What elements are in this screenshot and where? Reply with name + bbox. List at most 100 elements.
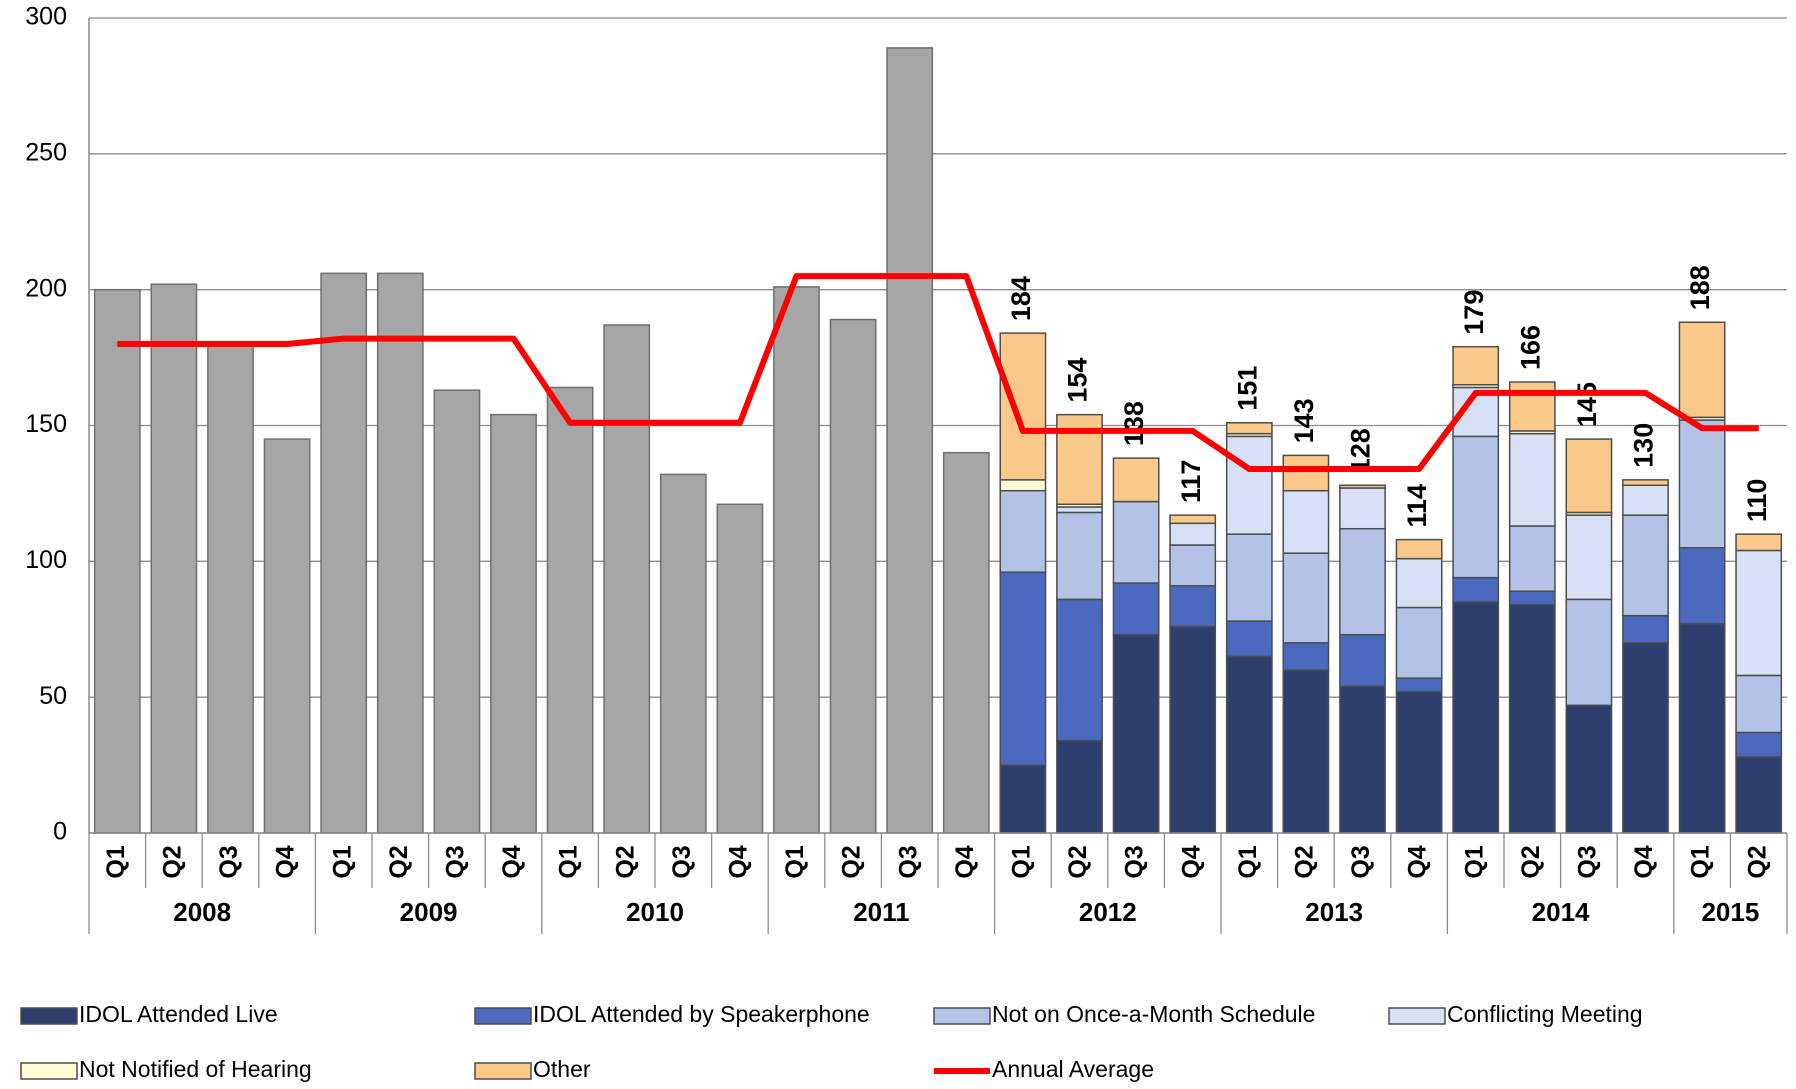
bar-segment	[1056, 739, 1103, 834]
bar-segment	[1395, 690, 1443, 834]
x-group-label: 2008	[173, 897, 231, 927]
total-label: 145	[1572, 382, 1602, 427]
y-tick-label: 200	[25, 274, 67, 302]
bar-segment	[1225, 435, 1273, 535]
bar-segment	[1735, 756, 1783, 834]
bar-segment	[603, 324, 651, 834]
legend-label: IDOL Attended Live	[79, 1001, 278, 1027]
legend-label: Annual Average	[992, 1056, 1154, 1082]
x-group-label: 2014	[1532, 897, 1590, 927]
bar-segment	[1508, 432, 1556, 527]
bar-segment	[1112, 500, 1160, 584]
bar-segment	[1452, 345, 1500, 386]
bar-segment	[716, 503, 764, 834]
x-tick-label: Q2	[1291, 845, 1319, 878]
x-tick-label: Q4	[1177, 845, 1205, 878]
x-tick-label: Q4	[498, 845, 526, 878]
legend-swatch	[474, 1007, 532, 1025]
total-label: 114	[1402, 484, 1432, 528]
average-line	[117, 273, 1759, 472]
bar-segment	[1508, 381, 1556, 432]
x-tick-label: Q2	[1743, 845, 1771, 878]
legend-swatch	[20, 1062, 78, 1080]
total-label: 184	[1006, 276, 1036, 321]
bar-segment	[1056, 511, 1103, 601]
bar-segment	[1339, 487, 1386, 530]
bar-segment	[490, 413, 537, 834]
bar-segment	[1339, 527, 1386, 636]
bar-segment	[546, 386, 594, 834]
x-group-label: 2010	[626, 897, 684, 927]
bar-segment	[207, 343, 254, 834]
x-tick-label: Q3	[215, 845, 243, 878]
bar-segment	[1678, 321, 1726, 419]
bar-segment	[1282, 669, 1330, 834]
legend-swatch	[20, 1007, 78, 1025]
y-tick-label: 150	[25, 410, 67, 438]
bar-segment	[1282, 552, 1330, 644]
bar-segment	[1056, 506, 1103, 514]
bar-segment	[1622, 479, 1669, 487]
bar-segment	[999, 764, 1047, 834]
bar-segment	[1112, 582, 1160, 636]
total-label: 166	[1515, 325, 1545, 370]
x-tick-label: Q4	[725, 845, 753, 878]
bar-segment	[1735, 674, 1783, 734]
total-label: 179	[1459, 290, 1489, 335]
x-tick-label: Q2	[385, 845, 413, 878]
x-tick-label: Q3	[668, 845, 696, 878]
bar-segment	[942, 451, 990, 834]
bar-segment	[1339, 633, 1386, 688]
bar-segment	[1508, 590, 1556, 606]
bar-segment	[1169, 625, 1217, 834]
x-tick-label: Q1	[1008, 845, 1036, 878]
legend-label: Other	[533, 1056, 591, 1082]
x-tick-label: Q2	[1064, 845, 1092, 878]
bar-segment	[93, 288, 141, 834]
legend-swatch	[474, 1062, 532, 1080]
bar-segment	[886, 47, 934, 834]
bar-segment	[773, 286, 820, 834]
bar-segment	[999, 571, 1047, 766]
x-group-label: 2013	[1305, 897, 1363, 927]
bar-segment	[1678, 419, 1726, 549]
bar-segment	[1565, 598, 1613, 707]
x-tick-label: Q2	[611, 845, 639, 878]
bar-segment	[150, 283, 198, 834]
legend-label: Conflicting Meeting	[1447, 1001, 1643, 1027]
bar-segment	[320, 272, 368, 834]
bar-segment	[1508, 525, 1556, 592]
total-label: 110	[1742, 479, 1772, 523]
x-tick-label: Q4	[272, 845, 300, 878]
total-label: 143	[1289, 398, 1319, 443]
x-group-label: 2009	[400, 897, 458, 927]
bar-segment	[1622, 614, 1669, 644]
bar-segment	[433, 389, 481, 834]
bar-segment	[1282, 489, 1330, 554]
total-label: 151	[1232, 366, 1262, 411]
bar-segment	[1225, 422, 1273, 435]
x-tick-label: Q1	[102, 845, 130, 878]
bar-segment	[1395, 606, 1443, 679]
bar-segment	[1735, 731, 1783, 758]
bar-segment	[1225, 620, 1273, 658]
total-label: 154	[1063, 358, 1093, 403]
legend-label: IDOL Attended by Speakerphone	[533, 1001, 870, 1027]
total-label: 130	[1629, 423, 1659, 468]
bar-segment	[1735, 533, 1783, 552]
bar-segment	[1622, 514, 1669, 617]
bar-segment	[1565, 704, 1613, 834]
bar-segment	[1169, 585, 1217, 628]
bar-segment	[1678, 623, 1726, 834]
x-tick-label: Q2	[1517, 845, 1545, 878]
legend-label: Not on Once-a-Month Schedule	[992, 1001, 1315, 1027]
bar-segment	[1169, 522, 1217, 546]
bar-segment	[1565, 438, 1613, 514]
bar-segment	[1452, 576, 1500, 603]
bar-segment	[1339, 484, 1386, 489]
bar-segment	[1395, 557, 1443, 609]
bar-segment	[829, 318, 877, 834]
x-group-label: 2015	[1701, 897, 1759, 927]
x-tick-label: Q4	[1404, 845, 1432, 878]
